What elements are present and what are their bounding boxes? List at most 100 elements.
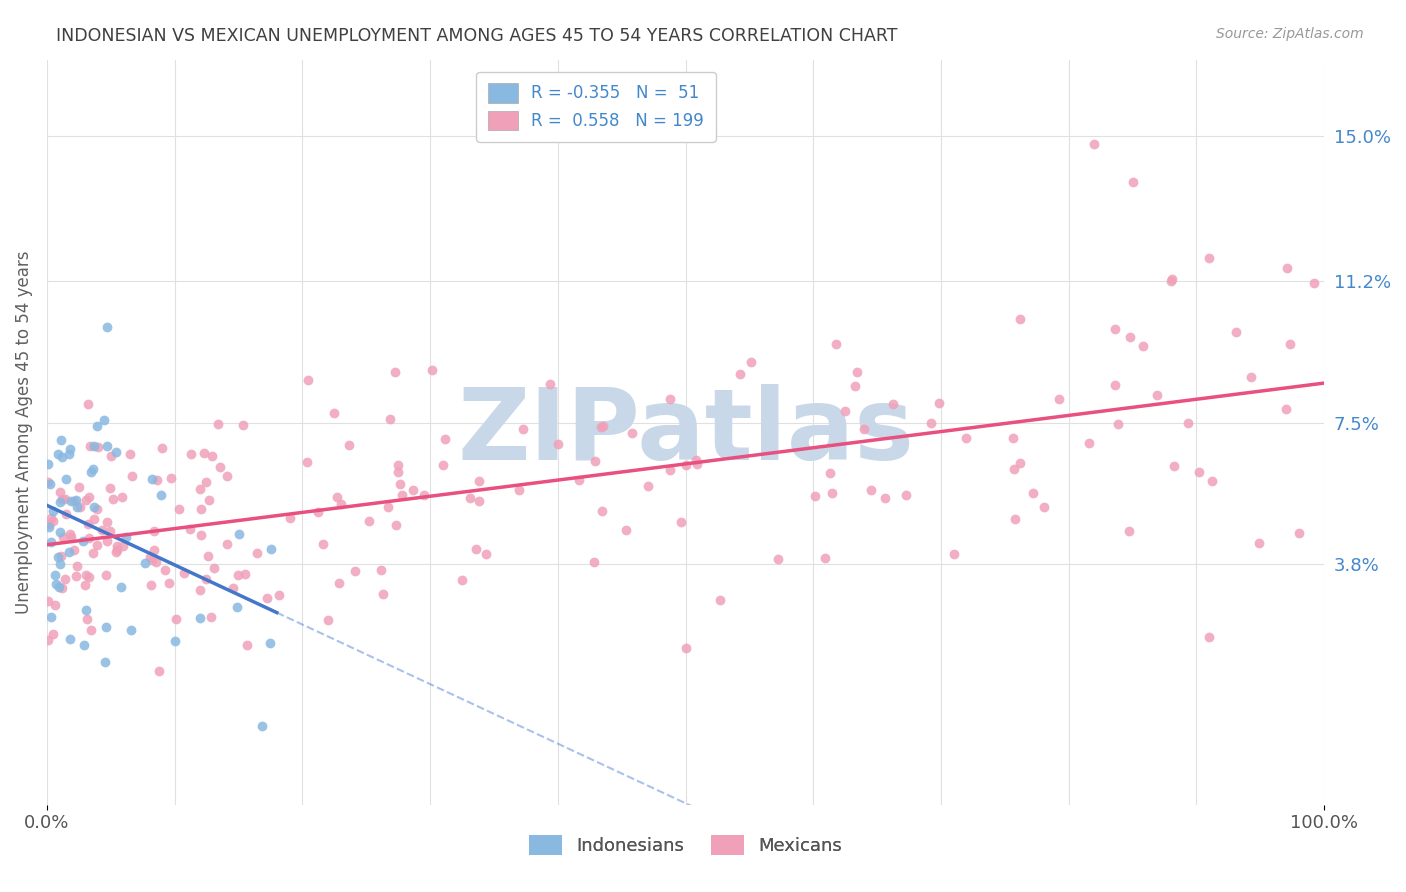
Point bbox=[1083, 136, 1105, 151]
Point bbox=[105, 542, 128, 557]
Point bbox=[141, 553, 163, 567]
Point bbox=[259, 542, 281, 557]
Point bbox=[228, 527, 250, 541]
Point bbox=[1163, 459, 1185, 474]
Point bbox=[52, 530, 75, 544]
Point bbox=[389, 476, 412, 491]
Point bbox=[685, 452, 707, 467]
Point bbox=[329, 497, 352, 511]
Point bbox=[821, 485, 844, 500]
Point bbox=[387, 458, 409, 472]
Point bbox=[82, 462, 104, 476]
Point bbox=[882, 397, 904, 411]
Point bbox=[146, 473, 169, 487]
Point bbox=[100, 449, 122, 463]
Point bbox=[141, 472, 163, 486]
Point bbox=[591, 504, 613, 518]
Point bbox=[149, 488, 172, 502]
Point bbox=[82, 546, 104, 560]
Point bbox=[65, 569, 87, 583]
Point bbox=[942, 547, 965, 561]
Point bbox=[67, 479, 90, 493]
Text: Source: ZipAtlas.com: Source: ZipAtlas.com bbox=[1216, 27, 1364, 41]
Point bbox=[1160, 274, 1182, 288]
Point bbox=[38, 517, 60, 532]
Point bbox=[194, 475, 217, 490]
Point bbox=[139, 578, 162, 592]
Point bbox=[75, 568, 97, 582]
Point bbox=[818, 467, 841, 481]
Point bbox=[49, 494, 72, 508]
Point bbox=[83, 439, 105, 453]
Point bbox=[297, 455, 319, 469]
Point bbox=[852, 422, 875, 436]
Point bbox=[76, 612, 98, 626]
Point bbox=[120, 623, 142, 637]
Point bbox=[80, 623, 103, 637]
Point bbox=[75, 603, 97, 617]
Point bbox=[202, 561, 225, 575]
Point bbox=[179, 522, 201, 536]
Point bbox=[658, 392, 681, 407]
Point bbox=[1002, 462, 1025, 476]
Point bbox=[402, 483, 425, 498]
Point bbox=[1146, 388, 1168, 402]
Point bbox=[165, 612, 187, 626]
Point bbox=[1119, 329, 1142, 343]
Point bbox=[328, 575, 350, 590]
Point bbox=[83, 512, 105, 526]
Point bbox=[1104, 322, 1126, 336]
Point bbox=[384, 365, 406, 379]
Point bbox=[834, 404, 856, 418]
Point bbox=[197, 549, 219, 563]
Point bbox=[413, 488, 436, 502]
Point bbox=[326, 490, 349, 504]
Point bbox=[87, 440, 110, 454]
Point bbox=[728, 368, 751, 382]
Point bbox=[77, 397, 100, 411]
Point bbox=[188, 583, 211, 598]
Point bbox=[79, 465, 101, 479]
Point bbox=[190, 528, 212, 542]
Point bbox=[62, 543, 84, 558]
Point bbox=[297, 373, 319, 387]
Point bbox=[1201, 474, 1223, 488]
Point bbox=[51, 491, 73, 506]
Point bbox=[148, 664, 170, 678]
Point bbox=[96, 320, 118, 334]
Point bbox=[49, 558, 72, 572]
Point bbox=[90, 523, 112, 537]
Point bbox=[246, 545, 269, 559]
Point bbox=[669, 515, 692, 529]
Point bbox=[51, 450, 73, 465]
Point bbox=[804, 489, 827, 503]
Point bbox=[384, 517, 406, 532]
Point bbox=[659, 463, 682, 477]
Point bbox=[41, 627, 63, 641]
Point bbox=[37, 633, 59, 648]
Point bbox=[190, 501, 212, 516]
Point bbox=[267, 588, 290, 602]
Point bbox=[110, 580, 132, 594]
Point bbox=[568, 473, 591, 487]
Point bbox=[66, 500, 89, 514]
Point bbox=[153, 563, 176, 577]
Point bbox=[194, 572, 217, 586]
Point bbox=[391, 488, 413, 502]
Point bbox=[675, 640, 697, 655]
Point bbox=[1240, 370, 1263, 384]
Y-axis label: Unemployment Among Ages 45 to 54 years: Unemployment Among Ages 45 to 54 years bbox=[15, 251, 32, 614]
Point bbox=[193, 446, 215, 460]
Point bbox=[142, 524, 165, 539]
Point bbox=[83, 500, 105, 515]
Point bbox=[468, 475, 491, 489]
Point bbox=[337, 437, 360, 451]
Point bbox=[44, 568, 66, 582]
Point bbox=[180, 447, 202, 461]
Point bbox=[39, 535, 62, 549]
Point bbox=[1303, 276, 1326, 290]
Point bbox=[370, 563, 392, 577]
Point bbox=[51, 581, 73, 595]
Point bbox=[814, 550, 837, 565]
Point bbox=[112, 539, 135, 553]
